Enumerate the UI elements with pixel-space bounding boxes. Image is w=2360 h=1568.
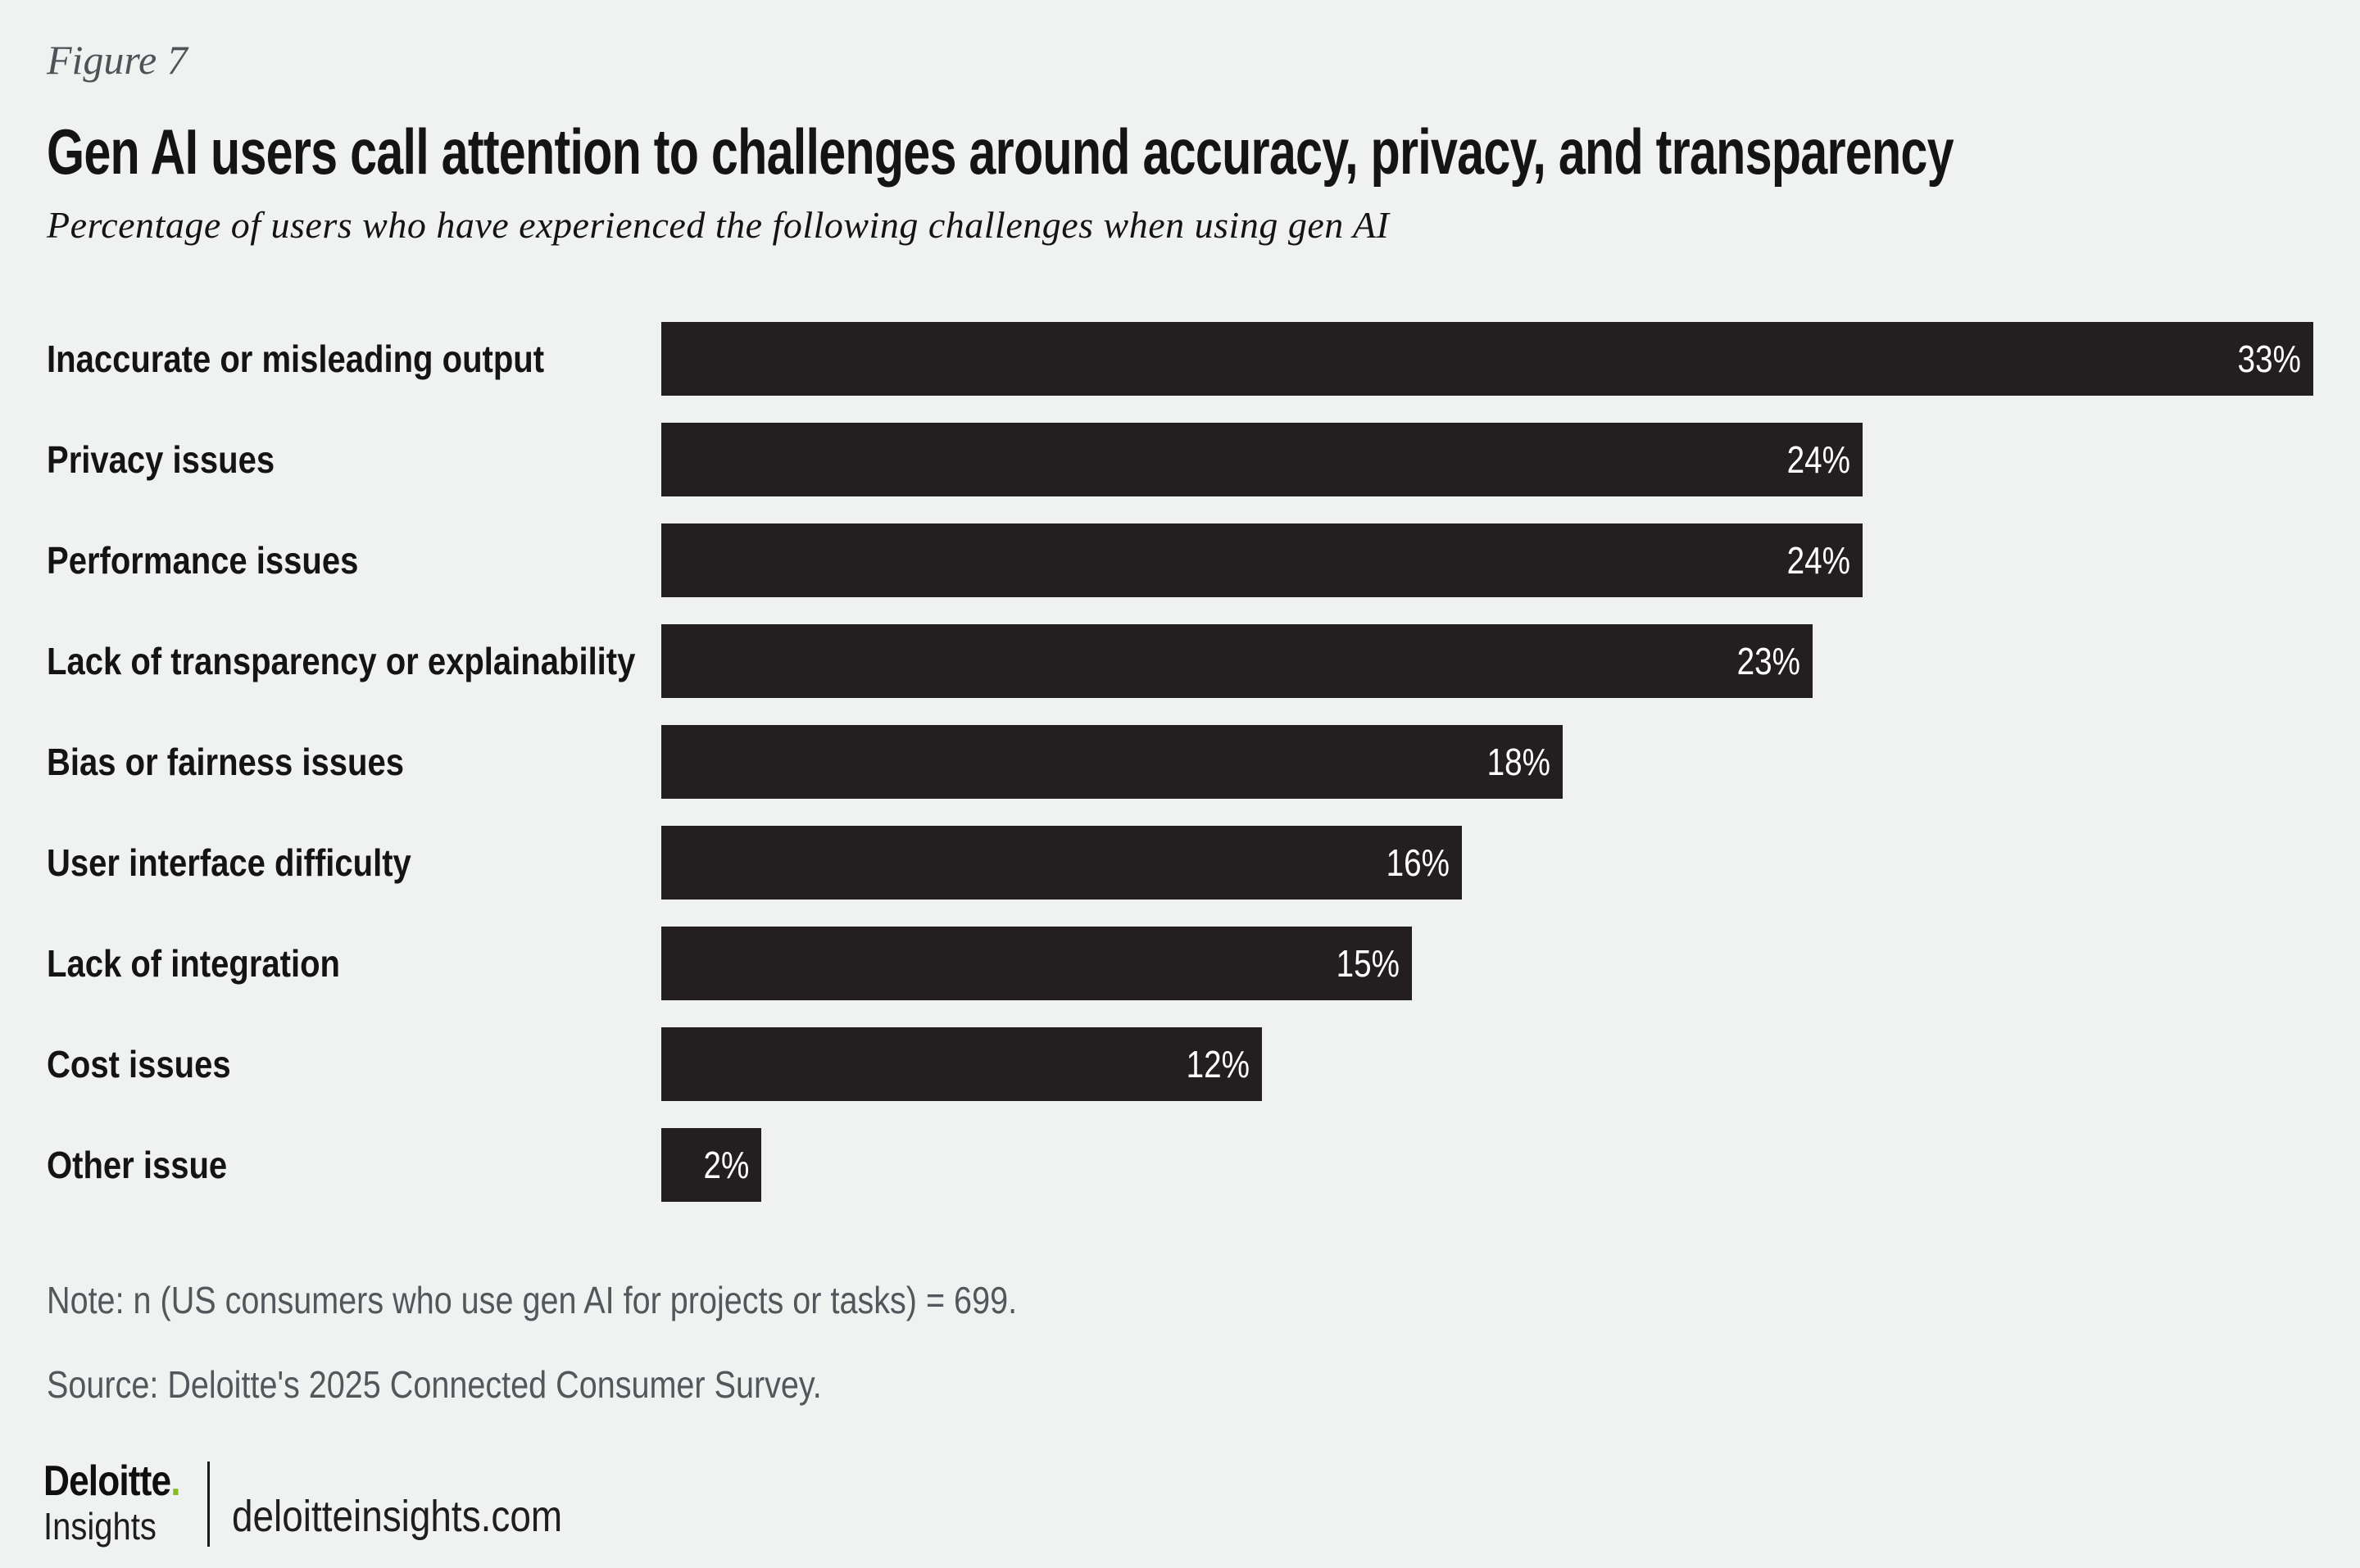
- bar-track: 23%: [661, 624, 2313, 698]
- bar-category-label: User interface difficulty: [47, 841, 411, 884]
- bar: 16%: [661, 826, 1463, 900]
- bar-category-label: Bias or fairness issues: [47, 741, 405, 783]
- bar-category-label: Privacy issues: [47, 438, 275, 481]
- bar-value-label: 23%: [1736, 640, 1800, 682]
- bar: 12%: [661, 1027, 1263, 1101]
- footer-site-url: deloitteinsights.com: [232, 1492, 563, 1541]
- bar-row: Bias or fairness issues 18%: [0, 725, 2360, 799]
- bar-category-label: Inaccurate or misleading output: [47, 338, 545, 380]
- bar: 15%: [661, 927, 1413, 1000]
- bar-category-label: Other issue: [47, 1144, 228, 1186]
- bar: 24%: [661, 523, 1863, 597]
- bar-row: Privacy issues 24%: [0, 423, 2360, 496]
- bar-category-label: Cost issues: [47, 1043, 231, 1085]
- bar-value-label: 24%: [1786, 438, 1851, 481]
- bar-value-label: 33%: [2237, 338, 2301, 380]
- bar-value-label: 2%: [703, 1144, 750, 1186]
- brand-deloitte-text: Deloitte: [43, 1457, 171, 1505]
- bar-track: 2%: [661, 1128, 2313, 1202]
- note-text: Note: n (US consumers who use gen AI for…: [47, 1279, 1018, 1321]
- bar-track: 33%: [661, 322, 2313, 396]
- bar-row: Cost issues 12%: [0, 1027, 2360, 1101]
- bar: 24%: [661, 423, 1863, 496]
- bar-category-label: Performance issues: [47, 539, 359, 582]
- bar: 33%: [661, 322, 2313, 396]
- bar-value-label: 16%: [1386, 841, 1450, 884]
- bar-row: Lack of integration 15%: [0, 927, 2360, 1000]
- bar-track: 24%: [661, 523, 2313, 597]
- bar-value-label: 24%: [1786, 539, 1851, 582]
- bar-category-label: Lack of transparency or explainability: [47, 640, 636, 682]
- chart-subtitle: Percentage of users who have experienced…: [47, 204, 1390, 246]
- bar-value-label: 15%: [1336, 942, 1400, 985]
- bar-row: Lack of transparency or explainability 23…: [0, 624, 2360, 698]
- bar-row: Other issue 2%: [0, 1128, 2360, 1202]
- bar: 23%: [661, 624, 1813, 698]
- bar-track: 16%: [661, 826, 2313, 900]
- bar-chart: Inaccurate or misleading output 33% Privac…: [0, 322, 2360, 1229]
- bar-category-label: Lack of integration: [47, 942, 340, 985]
- bar-row: User interface difficulty 16%: [0, 826, 2360, 900]
- bar-track: 24%: [661, 423, 2313, 496]
- deloitte-insights-logo: Deloitte. Insights: [43, 1460, 699, 1545]
- brand-insights-text: Insights: [43, 1505, 157, 1548]
- bar-row: Performance issues 24%: [0, 523, 2360, 597]
- bar-row: Inaccurate or misleading output 33%: [0, 322, 2360, 396]
- bar-track: 18%: [661, 725, 2313, 799]
- brand-wordmark: Deloitte.: [43, 1460, 601, 1502]
- chart-title: Gen AI users call attention to challenge…: [47, 116, 1954, 188]
- bar-value-label: 18%: [1486, 741, 1550, 783]
- footer: Deloitte. Insights deloitteinsights.com: [43, 1460, 699, 1558]
- brand-green-dot-icon: .: [170, 1457, 180, 1505]
- bar: 2%: [661, 1128, 762, 1202]
- bar: 18%: [661, 725, 1563, 799]
- footer-divider: [207, 1462, 210, 1547]
- source-text: Source: Deloitte's 2025 Connected Consum…: [47, 1363, 822, 1406]
- bar-track: 15%: [661, 927, 2313, 1000]
- bar-track: 12%: [661, 1027, 2313, 1101]
- bar-value-label: 12%: [1186, 1043, 1250, 1085]
- figure-label: Figure 7: [47, 37, 188, 83]
